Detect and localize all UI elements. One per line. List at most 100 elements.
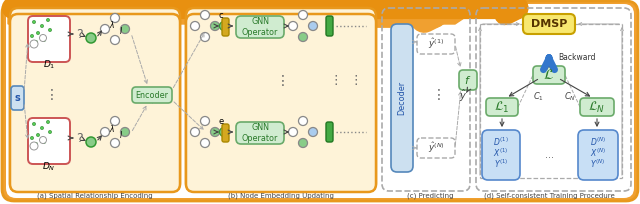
- Circle shape: [211, 128, 220, 136]
- FancyBboxPatch shape: [523, 14, 575, 34]
- Text: $D_N$: $D_N$: [42, 161, 56, 173]
- FancyBboxPatch shape: [186, 14, 376, 192]
- Circle shape: [220, 21, 228, 31]
- Circle shape: [30, 40, 38, 48]
- Circle shape: [200, 10, 209, 20]
- Text: $D^{(1)}$: $D^{(1)}$: [493, 136, 509, 148]
- FancyBboxPatch shape: [6, 4, 634, 198]
- FancyBboxPatch shape: [326, 16, 333, 36]
- FancyBboxPatch shape: [580, 98, 614, 116]
- Circle shape: [308, 21, 317, 31]
- FancyBboxPatch shape: [28, 118, 70, 164]
- FancyBboxPatch shape: [132, 87, 172, 103]
- Circle shape: [86, 137, 96, 147]
- Text: $\vdots$: $\vdots$: [275, 72, 285, 88]
- Text: $X^{(N)}$: $X^{(N)}$: [590, 147, 606, 159]
- Circle shape: [31, 136, 34, 140]
- Polygon shape: [8, 4, 470, 24]
- Circle shape: [31, 34, 34, 38]
- Text: $\hat{y}^{(1)}$: $\hat{y}^{(1)}$: [428, 37, 444, 51]
- FancyBboxPatch shape: [10, 14, 180, 192]
- FancyBboxPatch shape: [236, 122, 284, 144]
- Text: $\vdots$: $\vdots$: [431, 88, 441, 102]
- FancyBboxPatch shape: [326, 122, 333, 142]
- Circle shape: [111, 13, 120, 22]
- Circle shape: [46, 18, 50, 22]
- Circle shape: [298, 116, 307, 125]
- Text: ?: ?: [76, 28, 83, 41]
- Text: (c) Predicting: (c) Predicting: [407, 193, 453, 199]
- Circle shape: [111, 139, 120, 147]
- Text: $D^{(N)}$: $D^{(N)}$: [590, 136, 606, 148]
- Text: $l$: $l$: [119, 129, 123, 140]
- Circle shape: [35, 40, 38, 44]
- Circle shape: [120, 128, 129, 136]
- Circle shape: [40, 34, 47, 41]
- Circle shape: [111, 116, 120, 125]
- Circle shape: [191, 128, 200, 136]
- Circle shape: [30, 142, 38, 150]
- Circle shape: [200, 32, 209, 41]
- Text: $\vdots$: $\vdots$: [44, 88, 54, 102]
- Circle shape: [49, 28, 52, 32]
- Circle shape: [86, 33, 96, 43]
- Circle shape: [289, 128, 298, 136]
- Circle shape: [111, 35, 120, 44]
- FancyBboxPatch shape: [486, 98, 518, 116]
- Circle shape: [46, 120, 50, 124]
- Circle shape: [36, 133, 40, 137]
- Text: $\vdots$: $\vdots$: [328, 73, 337, 87]
- Text: s: s: [15, 93, 20, 103]
- Circle shape: [35, 142, 38, 146]
- Text: $X^{(1)}$: $X^{(1)}$: [493, 147, 509, 159]
- Text: $\mathcal{L}_N$: $\mathcal{L}_N$: [588, 100, 605, 115]
- Text: e: e: [218, 116, 223, 125]
- Text: $\mathcal{L}_1$: $\mathcal{L}_1$: [494, 100, 509, 115]
- Text: GNN
Operator: GNN Operator: [242, 17, 278, 37]
- Text: $\lambda$: $\lambda$: [109, 122, 115, 133]
- FancyBboxPatch shape: [482, 130, 520, 180]
- Text: Decoder: Decoder: [397, 81, 406, 115]
- FancyBboxPatch shape: [222, 124, 229, 142]
- Circle shape: [36, 31, 40, 35]
- Circle shape: [191, 21, 200, 31]
- Circle shape: [211, 21, 220, 31]
- Text: GNN
Operator: GNN Operator: [242, 123, 278, 143]
- Circle shape: [40, 126, 44, 130]
- Circle shape: [200, 139, 209, 147]
- Circle shape: [200, 116, 209, 125]
- Circle shape: [100, 24, 109, 33]
- Circle shape: [40, 24, 44, 28]
- Text: c: c: [219, 10, 223, 20]
- Polygon shape: [8, 1, 470, 14]
- Circle shape: [220, 128, 228, 136]
- FancyBboxPatch shape: [186, 8, 376, 191]
- Circle shape: [298, 139, 307, 147]
- Circle shape: [289, 21, 298, 31]
- Text: $C_1$: $C_1$: [532, 91, 543, 103]
- Text: (d) Self-consistent Training Procedure: (d) Self-consistent Training Procedure: [484, 193, 614, 199]
- Text: Backward: Backward: [558, 52, 595, 61]
- FancyBboxPatch shape: [391, 24, 413, 172]
- Circle shape: [298, 32, 307, 41]
- FancyBboxPatch shape: [236, 16, 284, 38]
- Text: (b) Node Embedding Updating: (b) Node Embedding Updating: [228, 193, 334, 199]
- FancyBboxPatch shape: [578, 130, 618, 180]
- Text: DMSP: DMSP: [531, 19, 567, 29]
- Text: $D_1$: $D_1$: [43, 59, 55, 71]
- Text: Encoder: Encoder: [136, 91, 168, 100]
- Circle shape: [42, 38, 45, 42]
- Text: ...: ...: [545, 150, 554, 160]
- FancyBboxPatch shape: [2, 1, 638, 201]
- Text: $Y^{(1)}$: $Y^{(1)}$: [494, 158, 508, 170]
- FancyBboxPatch shape: [533, 66, 565, 84]
- Text: $f$: $f$: [465, 74, 472, 86]
- Circle shape: [42, 140, 45, 144]
- Circle shape: [33, 122, 36, 126]
- FancyBboxPatch shape: [459, 70, 477, 90]
- Circle shape: [33, 20, 36, 24]
- FancyBboxPatch shape: [222, 18, 229, 36]
- Text: $\vdots$: $\vdots$: [349, 73, 358, 87]
- FancyBboxPatch shape: [28, 16, 70, 62]
- Text: $\lambda$: $\lambda$: [109, 20, 115, 31]
